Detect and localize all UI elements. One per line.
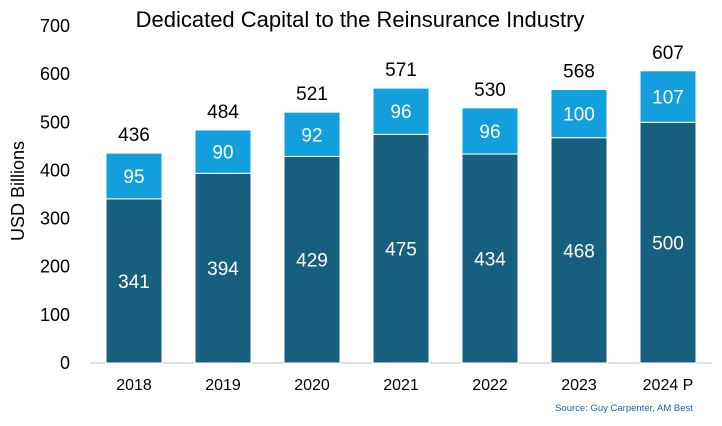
segment-value-label: 92 [301, 125, 322, 146]
total-value-label: 571 [385, 60, 417, 81]
segment-value-label: 96 [390, 102, 411, 123]
y-tick-label: 0 [60, 353, 70, 373]
total-value-label: 436 [118, 125, 150, 146]
bar-segment-top [461, 107, 519, 155]
bar-segment-top [550, 89, 608, 139]
segment-value-label: 394 [207, 259, 239, 280]
y-tick-label: 400 [40, 160, 70, 180]
x-axis-ticks: 2018 2019 2020 2021 2022 2023 2024 P [116, 377, 693, 394]
total-value-label: 607 [652, 43, 684, 64]
bars: 341 95 436 394 90 484 429 92 521 475 96 571 434 96 530… [105, 43, 697, 364]
bar-segment-base [283, 155, 341, 364]
y-axis-label: USD Billions [8, 141, 28, 241]
segment-value-label: 107 [652, 88, 684, 109]
bar-segment-top [105, 152, 163, 200]
total-value-label: 484 [207, 102, 239, 123]
segment-value-label: 468 [563, 241, 595, 262]
x-tick-label: 2021 [383, 377, 419, 394]
bar-segment-top [194, 129, 252, 174]
y-tick-label: 500 [40, 112, 70, 132]
segment-value-label: 96 [479, 122, 500, 143]
x-tick-label: 2023 [561, 377, 597, 394]
bar-segment-base [550, 137, 608, 364]
x-tick-label: 2019 [205, 377, 241, 394]
chart-title: Dedicated Capital to the Reinsurance Ind… [136, 7, 585, 32]
bar-segment-top [283, 111, 341, 157]
y-tick-label: 300 [40, 209, 70, 229]
segment-value-label: 500 [652, 234, 684, 255]
segment-value-label: 341 [118, 272, 150, 293]
y-tick-label: 200 [40, 257, 70, 277]
y-tick-label: 700 [40, 16, 70, 36]
segment-value-label: 100 [563, 105, 595, 126]
x-tick-label: 2024 P [643, 377, 694, 394]
x-tick-label: 2022 [472, 377, 508, 394]
source-note: Source: Guy Carpenter, AM Best [555, 403, 693, 414]
total-value-label: 568 [563, 62, 595, 83]
segment-value-label: 434 [474, 250, 506, 271]
y-tick-label: 100 [40, 305, 70, 325]
bar-segment-base [639, 121, 697, 364]
x-tick-label: 2018 [116, 377, 152, 394]
total-value-label: 530 [474, 80, 506, 101]
segment-value-label: 95 [123, 167, 144, 188]
bar-segment-top [639, 70, 697, 123]
bar-segment-base [461, 153, 519, 364]
y-tick-label: 600 [40, 64, 70, 84]
segment-value-label: 90 [212, 143, 233, 164]
bar-segment-top [372, 87, 430, 135]
x-tick-label: 2020 [294, 377, 330, 394]
segment-value-label: 429 [296, 251, 328, 272]
y-axis-ticks: 0 100 200 300 400 500 600 700 [40, 16, 70, 373]
total-value-label: 521 [296, 84, 328, 105]
bar-segment-base [105, 198, 163, 364]
bar-segment-base [372, 133, 430, 364]
segment-value-label: 475 [385, 240, 417, 261]
